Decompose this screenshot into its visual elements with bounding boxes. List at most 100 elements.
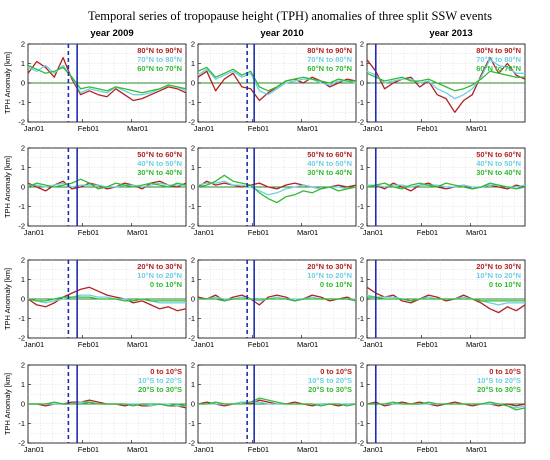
x-tick-label: Jan01 — [194, 124, 214, 133]
legend-entry-3: 60°N to 70°N — [137, 64, 182, 73]
y-tick-label: -1 — [188, 419, 195, 428]
y-axis-label: TPH Anomaly [km] — [3, 52, 12, 114]
panel-2009-row3: -2 -1 0 1 2 Jan01 Feb01 Mar01 TPH Anomaly [km] 20… — [3, 256, 187, 349]
y-tick-label: 2 — [191, 361, 195, 370]
y-tick-label: 1 — [21, 380, 25, 389]
legend-entry-1: 50°N to 60°N — [137, 150, 182, 159]
x-tick-label: Jan01 — [24, 228, 44, 237]
x-tick-label: Mar01 — [297, 445, 318, 454]
y-tick-label: -1 — [188, 202, 195, 211]
y-tick-label: 2 — [360, 256, 364, 265]
y-tick-label: -1 — [357, 314, 364, 323]
legend-entry-3: 60°N to 70°N — [307, 64, 352, 73]
series-line-3 — [27, 64, 187, 94]
series-line-3 — [366, 182, 526, 190]
panel-2009-row1: -2 -1 0 1 2 Jan01 Feb01 Mar01 TPH Anomaly [km] 80… — [3, 40, 187, 133]
y-tick-label: 2 — [21, 361, 25, 370]
x-tick-label: Feb01 — [78, 445, 99, 454]
x-tick-label: Mar01 — [297, 228, 318, 237]
series-line-3 — [367, 401, 526, 411]
y-tick-label: -1 — [18, 98, 25, 107]
x-tick-label: Feb01 — [417, 445, 438, 454]
y-tick-label: 2 — [360, 361, 364, 370]
series-line-3 — [27, 178, 187, 190]
legend-entry-1: 0 to 10°S — [320, 367, 352, 376]
legend-entry-3: 20°S to 30°S — [308, 385, 352, 394]
y-tick-label: 1 — [360, 380, 364, 389]
x-tick-label: Jan01 — [363, 124, 383, 133]
legend-entry-3: 20°S to 30°S — [477, 385, 521, 394]
legend-entry-1: 0 to 10°S — [150, 367, 182, 376]
series-line-3 — [198, 397, 357, 407]
series-line-1 — [366, 182, 526, 192]
x-tick-label: Jan01 — [24, 124, 44, 133]
x-tick-label: Jan01 — [24, 445, 44, 454]
y-tick-label: 1 — [191, 275, 195, 284]
x-tick-label: Mar01 — [297, 124, 318, 133]
x-tick-label: Jan01 — [194, 340, 214, 349]
y-tick-label: -2 — [18, 222, 25, 231]
series-line-3 — [197, 174, 357, 204]
figure-title: Temporal series of tropopause height (TP… — [88, 9, 492, 23]
y-tick-label: -1 — [357, 419, 364, 428]
x-tick-label: Feb01 — [417, 228, 438, 237]
y-tick-label: 0 — [360, 183, 364, 192]
y-tick-label: 0 — [360, 400, 364, 409]
y-tick-label: -2 — [188, 439, 195, 448]
legend-entry-3: 30°N to 40°N — [476, 168, 521, 177]
y-tick-label: 0 — [191, 400, 195, 409]
legend-entry-2: 10°N to 20°N — [476, 271, 521, 280]
y-tick-label: 2 — [360, 40, 364, 49]
legend-entry-1: 80°N to 90°N — [137, 46, 182, 55]
y-tick-label: 1 — [360, 275, 364, 284]
x-tick-label: Feb01 — [248, 228, 269, 237]
panel-grid: -2 -1 0 1 2 Jan01 Feb01 Mar01 TPH Anomaly [km] 80… — [3, 40, 526, 454]
legend-entry-2: 40°N to 50°N — [476, 159, 521, 168]
panel-2010-row3: -2 -1 0 1 2 Jan01 Feb01 Mar01 20°N to 30°N10°N t… — [188, 256, 357, 349]
legend-entry-1: 50°N to 60°N — [307, 150, 352, 159]
y-tick-label: -1 — [357, 202, 364, 211]
y-tick-label: -1 — [18, 419, 25, 428]
legend-entry-2: 70°N to 80°N — [476, 55, 521, 64]
y-tick-label: 2 — [191, 256, 195, 265]
y-tick-label: 2 — [21, 40, 25, 49]
x-tick-label: Feb01 — [417, 340, 438, 349]
y-tick-label: -1 — [18, 314, 25, 323]
y-tick-label: -2 — [357, 118, 364, 127]
x-tick-label: Feb01 — [417, 124, 438, 133]
x-tick-label: Feb01 — [78, 228, 99, 237]
y-tick-label: 0 — [191, 295, 195, 304]
legend-entry-1: 50°N to 60°N — [476, 150, 521, 159]
series-line-3 — [27, 296, 186, 302]
x-tick-label: Jan01 — [363, 228, 383, 237]
y-tick-label: 2 — [21, 256, 25, 265]
y-tick-label: 0 — [21, 183, 25, 192]
x-tick-label: Mar01 — [297, 340, 318, 349]
y-tick-label: -1 — [357, 98, 364, 107]
legend-entry-1: 20°N to 30°N — [307, 262, 352, 271]
x-tick-label: Jan01 — [194, 445, 214, 454]
series-line-3 — [366, 70, 525, 92]
y-tick-label: 0 — [191, 183, 195, 192]
legend-entry-3: 20°S to 30°S — [138, 385, 182, 394]
y-axis-label: TPH Anomaly [km] — [3, 373, 12, 435]
y-tick-label: 1 — [360, 59, 364, 68]
y-tick-label: 1 — [191, 380, 195, 389]
series-line-3 — [28, 401, 187, 407]
panel-2013-row2: -2 -1 0 1 2 Jan01 Feb01 Mar01 50°N to 60°N40°N t… — [357, 144, 526, 237]
legend-entry-2: 10°S to 20°S — [477, 376, 521, 385]
panel-2010-row4: -2 -1 0 1 2 Jan01 Feb01 Mar01 0 to 10°S10°S to 2… — [188, 361, 357, 454]
x-tick-label: Jan01 — [363, 445, 383, 454]
y-tick-label: 1 — [21, 59, 25, 68]
y-tick-label: -2 — [18, 334, 25, 343]
legend-entry-3: 0 to 10°N — [150, 280, 182, 289]
panel-2009-row2: -2 -1 0 1 2 Jan01 Feb01 Mar01 TPH Anomaly [km] 50… — [3, 144, 187, 237]
legend-entry-1: 20°N to 30°N — [137, 262, 182, 271]
legend-entry-2: 10°N to 20°N — [137, 271, 182, 280]
legend-entry-2: 10°S to 20°S — [138, 376, 182, 385]
legend-entry-1: 80°N to 90°N — [476, 46, 521, 55]
y-tick-label: -1 — [188, 314, 195, 323]
x-tick-label: Feb01 — [248, 340, 269, 349]
x-tick-label: Feb01 — [248, 445, 269, 454]
